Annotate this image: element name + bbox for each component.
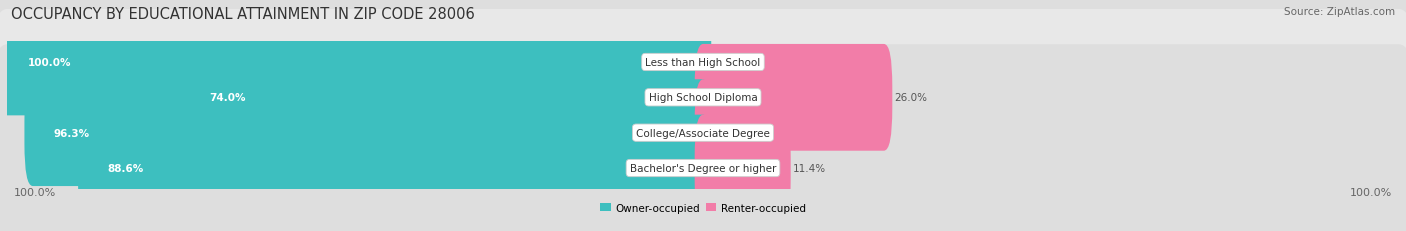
Text: 100.0%: 100.0% [1350, 188, 1392, 198]
FancyBboxPatch shape [695, 80, 737, 186]
FancyBboxPatch shape [180, 45, 711, 151]
Text: College/Associate Degree: College/Associate Degree [636, 128, 770, 138]
FancyBboxPatch shape [0, 0, 1406, 186]
Text: 11.4%: 11.4% [793, 163, 825, 173]
Legend: Owner-occupied, Renter-occupied: Owner-occupied, Renter-occupied [596, 198, 810, 217]
Text: 100.0%: 100.0% [28, 58, 72, 68]
FancyBboxPatch shape [695, 45, 893, 151]
FancyBboxPatch shape [0, 9, 711, 116]
Text: Less than High School: Less than High School [645, 58, 761, 68]
Text: 96.3%: 96.3% [53, 128, 90, 138]
FancyBboxPatch shape [0, 10, 1406, 231]
Text: 100.0%: 100.0% [14, 188, 56, 198]
Text: 88.6%: 88.6% [107, 163, 143, 173]
Text: OCCUPANCY BY EDUCATIONAL ATTAINMENT IN ZIP CODE 28006: OCCUPANCY BY EDUCATIONAL ATTAINMENT IN Z… [11, 7, 475, 22]
Text: Bachelor's Degree or higher: Bachelor's Degree or higher [630, 163, 776, 173]
Text: 3.7%: 3.7% [740, 128, 766, 138]
FancyBboxPatch shape [24, 80, 711, 186]
Text: Source: ZipAtlas.com: Source: ZipAtlas.com [1284, 7, 1395, 17]
Text: 74.0%: 74.0% [209, 93, 246, 103]
FancyBboxPatch shape [0, 0, 1406, 221]
FancyBboxPatch shape [695, 115, 790, 222]
Text: 26.0%: 26.0% [894, 93, 928, 103]
FancyBboxPatch shape [0, 45, 1406, 231]
Text: High School Diploma: High School Diploma [648, 93, 758, 103]
FancyBboxPatch shape [77, 115, 711, 222]
